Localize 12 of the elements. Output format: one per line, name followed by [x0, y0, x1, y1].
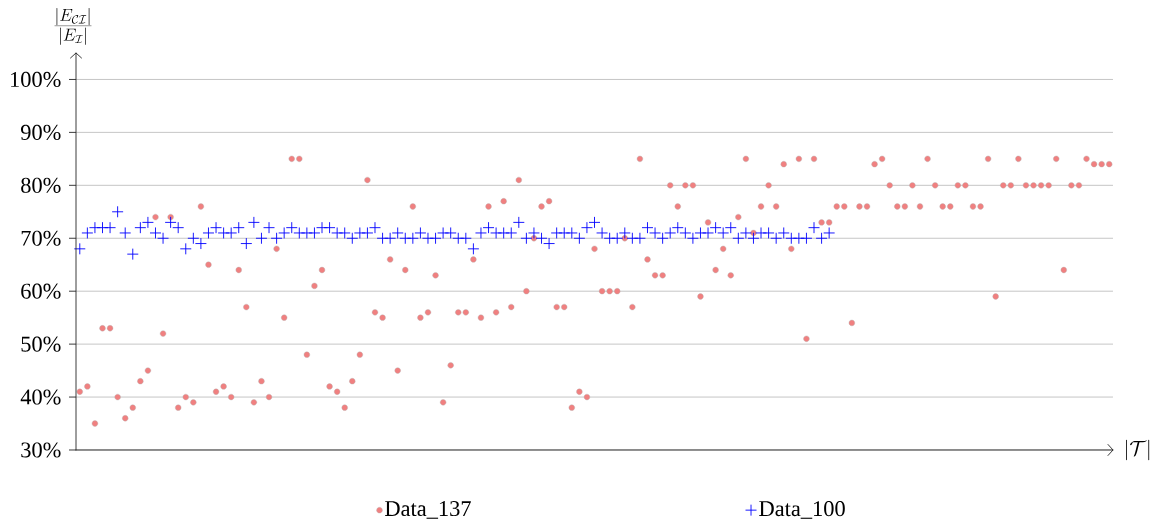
y-tick-label: 50% [21, 336, 61, 352]
y-tick-label: 40% [20, 389, 61, 405]
legend-label: Data_100 [759, 501, 845, 519]
y-tick-label: 30% [21, 442, 61, 458]
y-axis-title: $\frac{|E_{\mathcal{C}\mathcal{I}}|}{|E_{\mathcal{I}}|}$ [54, 7, 92, 45]
legend-label: Data_137 [385, 501, 471, 519]
y-tick-label: 90% [20, 124, 61, 140]
y-tick-label: 100% [11, 71, 61, 88]
y-tick-label: 80% [21, 177, 61, 193]
y-tick-label: 70% [21, 230, 61, 246]
y-tick-label: 60% [21, 283, 61, 299]
x-axis-title: $|\mathcal{T}|$ [1126, 439, 1150, 461]
